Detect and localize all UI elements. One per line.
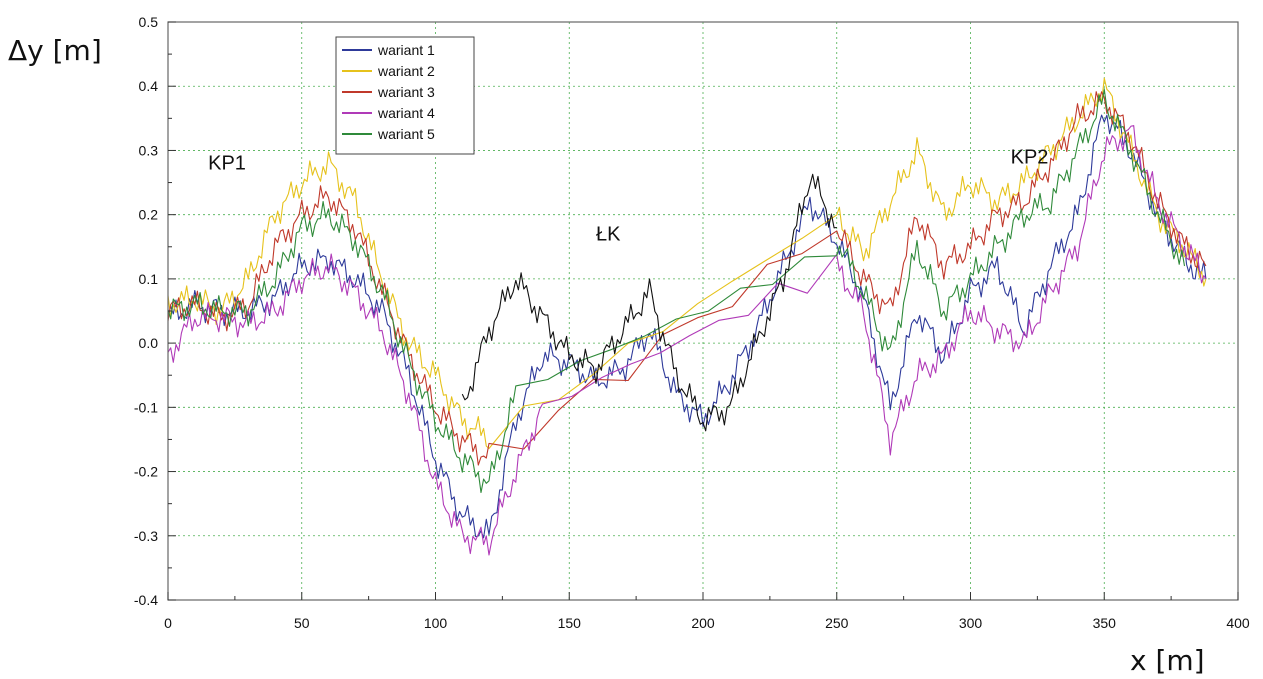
x-tick-label-0: 0 xyxy=(164,615,172,631)
y-tick-label-8: 0.4 xyxy=(139,78,159,94)
y-tick-label-4: 0.0 xyxy=(139,335,159,351)
y-tick-label-1: -0.3 xyxy=(134,528,158,544)
x-tick-label-3: 150 xyxy=(558,615,582,631)
series-line-4 xyxy=(167,125,1207,556)
x-tick-labels: 0 50 100 150 200 250 300 350 400 xyxy=(164,615,1250,631)
series-lines xyxy=(167,77,1207,556)
legend: wariant 1 wariant 2 wariant 3 wariant 4 wari… xyxy=(335,36,475,155)
legend-label-1: wariant 1 xyxy=(377,42,435,58)
y-tick-label-9: 0.5 xyxy=(139,14,159,30)
x-tick-label-2: 100 xyxy=(424,615,448,631)
x-tick-label-5: 250 xyxy=(825,615,849,631)
x-axis-label: x [m] xyxy=(1130,644,1205,677)
grid xyxy=(168,22,1238,600)
y-tick-label-2: -0.2 xyxy=(134,464,158,480)
x-tick-label-1: 50 xyxy=(294,615,310,631)
y-tick-label-7: 0.3 xyxy=(139,142,159,158)
y-tick-label-5: 0.1 xyxy=(139,271,159,287)
y-tick-label-6: 0.2 xyxy=(139,207,159,223)
legend-label-4: wariant 4 xyxy=(377,105,435,121)
x-tick-label-4: 200 xyxy=(691,615,715,631)
legend-label-3: wariant 3 xyxy=(377,84,435,100)
legend-label-2: wariant 2 xyxy=(377,63,435,79)
y-axis-label: Δy [m] xyxy=(8,34,102,67)
x-tick-label-7: 350 xyxy=(1093,615,1117,631)
legend-label-5: wariant 5 xyxy=(377,126,435,142)
series-line-3 xyxy=(167,91,1207,466)
annotation-1: ŁK xyxy=(596,223,621,245)
y-tick-label-3: -0.1 xyxy=(134,399,158,415)
annotation-0: KP1 xyxy=(208,153,246,175)
series-line-1 xyxy=(167,114,1207,539)
annotation-2: KP2 xyxy=(1011,146,1049,168)
y-tick-labels: -0.4 -0.3 -0.2 -0.1 0.0 0.1 0.2 0.3 0.4 0.5 xyxy=(134,14,158,608)
x-tick-label-6: 300 xyxy=(959,615,983,631)
annotations: KP1 ŁK KP2 xyxy=(208,146,1048,245)
series-line-5 xyxy=(167,88,1186,494)
series-line-6 xyxy=(461,173,837,432)
tick-marks xyxy=(167,21,1239,601)
x-tick-label-8: 400 xyxy=(1226,615,1250,631)
y-tick-label-0: -0.4 xyxy=(134,592,158,608)
